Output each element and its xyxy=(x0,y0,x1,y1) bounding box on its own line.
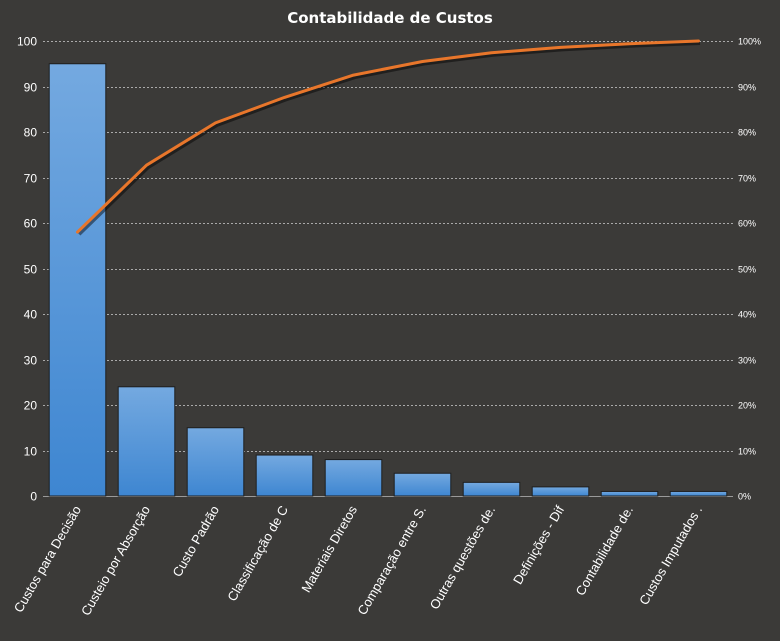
bar xyxy=(600,490,659,497)
y-tick-label: 10 xyxy=(24,445,38,459)
y-axis-ticks: 0 10 20 30 40 50 60 70 80 90 100 xyxy=(17,35,37,504)
x-tick-label: Comparação entre S. xyxy=(354,503,429,618)
y2-tick-label: 50% xyxy=(738,265,756,275)
x-tick-label: Definições - Dif xyxy=(510,503,567,587)
y-tick-label: 70 xyxy=(24,172,38,186)
x-tick-label: Custos Imputados . xyxy=(636,503,705,607)
y-tick-label: 0 xyxy=(30,490,37,504)
x-tick-label: Materiais Diretos xyxy=(298,503,360,595)
y-tick-label: 100 xyxy=(17,35,37,49)
bar xyxy=(531,486,590,497)
y2-tick-label: 20% xyxy=(738,401,756,411)
bar xyxy=(48,63,107,497)
x-tick-label: Outras questões de. xyxy=(427,503,499,612)
y-tick-label: 20 xyxy=(24,399,38,413)
bar xyxy=(255,454,314,497)
x-tick-label: Custeio por Absorção xyxy=(78,503,153,618)
x-tick-label: Contabilidade de. xyxy=(573,503,637,598)
y2-tick-label: 90% xyxy=(738,83,756,93)
y-tick-label: 80 xyxy=(24,126,38,140)
y2-tick-label: 40% xyxy=(738,310,756,320)
y2-axis-ticks: 0% 10% 20% 30% 40% 50% 60% 70% 80% 90% 100% xyxy=(738,37,761,502)
y-tick-label: 30 xyxy=(24,354,38,368)
chart-title: Contabilidade de Custos xyxy=(287,9,493,27)
y2-tick-label: 100% xyxy=(738,37,761,47)
x-tick-label: Custo Padrão xyxy=(169,503,222,579)
bar xyxy=(393,472,452,497)
cumulative-line xyxy=(76,39,700,234)
bar xyxy=(324,459,383,497)
y-tick-label: 50 xyxy=(24,263,38,277)
y2-tick-label: 70% xyxy=(738,174,756,184)
y2-tick-label: 80% xyxy=(738,128,756,138)
y-tick-label: 60 xyxy=(24,217,38,231)
y2-tick-label: 0% xyxy=(738,492,751,502)
x-tick-label: Classificação de C xyxy=(224,503,291,604)
y2-tick-label: 30% xyxy=(738,356,756,366)
bar xyxy=(186,427,245,497)
cumulative-line-series xyxy=(76,39,701,236)
y-tick-label: 40 xyxy=(24,308,38,322)
bar xyxy=(669,490,728,497)
y-tick-label: 90 xyxy=(24,81,38,95)
bar xyxy=(117,386,176,497)
bar xyxy=(462,481,521,497)
cumulative-line-shadow xyxy=(77,41,701,236)
bar-series xyxy=(48,63,728,497)
y2-tick-label: 10% xyxy=(738,447,756,457)
y2-tick-label: 60% xyxy=(738,219,756,229)
x-tick-label: Custos para Decisão xyxy=(11,503,84,615)
